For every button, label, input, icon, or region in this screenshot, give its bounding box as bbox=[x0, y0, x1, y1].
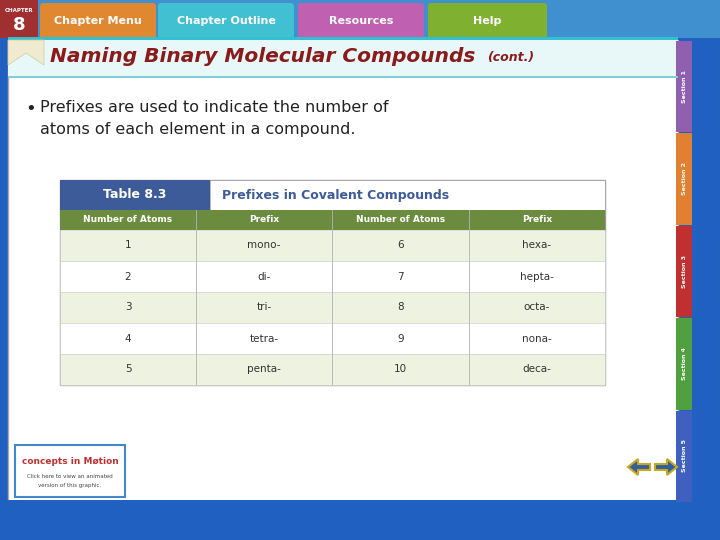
Text: (cont.): (cont.) bbox=[487, 51, 534, 64]
Text: Chapter Menu: Chapter Menu bbox=[54, 16, 142, 26]
Text: Table 8.3: Table 8.3 bbox=[103, 188, 167, 201]
Text: Prefix: Prefix bbox=[522, 215, 552, 225]
Text: 3: 3 bbox=[125, 302, 131, 313]
Text: Resources: Resources bbox=[329, 16, 393, 26]
FancyBboxPatch shape bbox=[158, 3, 294, 39]
Text: hepta-: hepta- bbox=[520, 272, 554, 281]
Polygon shape bbox=[655, 459, 677, 475]
Text: 7: 7 bbox=[397, 272, 404, 281]
Bar bbox=[60, 323, 605, 354]
Bar bbox=[210, 180, 605, 210]
Text: Chapter Outline: Chapter Outline bbox=[176, 16, 276, 26]
Text: 10: 10 bbox=[394, 364, 407, 375]
Bar bbox=[676, 226, 692, 317]
Text: 2: 2 bbox=[125, 272, 131, 281]
FancyBboxPatch shape bbox=[40, 3, 156, 39]
Text: version of this graphic.: version of this graphic. bbox=[38, 483, 102, 488]
Bar bbox=[8, 38, 678, 76]
Bar bbox=[676, 41, 692, 132]
Bar bbox=[60, 230, 605, 261]
Text: •: • bbox=[25, 100, 36, 118]
Bar bbox=[60, 292, 605, 323]
Bar bbox=[15, 445, 125, 497]
Bar bbox=[676, 410, 692, 502]
Bar bbox=[60, 261, 605, 292]
Bar bbox=[0, 500, 720, 540]
Text: Naming Binary Molecular Compounds: Naming Binary Molecular Compounds bbox=[50, 48, 475, 66]
Bar bbox=[60, 180, 210, 210]
Text: Help: Help bbox=[473, 16, 502, 26]
Bar bbox=[8, 37, 678, 40]
Text: deca-: deca- bbox=[523, 364, 552, 375]
Bar bbox=[8, 76, 678, 78]
Bar bbox=[8, 40, 678, 502]
Text: nona-: nona- bbox=[522, 334, 552, 343]
Text: penta-: penta- bbox=[247, 364, 281, 375]
Bar bbox=[60, 354, 605, 385]
Text: Click here to view an animated: Click here to view an animated bbox=[27, 475, 113, 480]
Text: Prefixes in Covalent Compounds: Prefixes in Covalent Compounds bbox=[222, 188, 449, 201]
Text: di-: di- bbox=[257, 272, 271, 281]
Bar bbox=[60, 210, 605, 230]
Text: Section 4: Section 4 bbox=[682, 347, 686, 380]
Text: Section 1: Section 1 bbox=[682, 70, 686, 103]
Text: Section 2: Section 2 bbox=[682, 162, 686, 195]
Text: Section 3: Section 3 bbox=[682, 254, 686, 287]
Bar bbox=[0, 0, 38, 38]
Text: tetra-: tetra- bbox=[249, 334, 279, 343]
Bar bbox=[0, 0, 720, 38]
Bar bbox=[676, 133, 692, 225]
Text: Number of Atoms: Number of Atoms bbox=[84, 215, 173, 225]
FancyBboxPatch shape bbox=[298, 3, 424, 39]
Text: Section 5: Section 5 bbox=[682, 440, 686, 472]
Text: 1: 1 bbox=[125, 240, 131, 251]
Text: 8: 8 bbox=[13, 16, 25, 34]
Text: Prefixes are used to indicate the number of
atoms of each element in a compound.: Prefixes are used to indicate the number… bbox=[40, 100, 389, 137]
Text: 4: 4 bbox=[125, 334, 131, 343]
Text: tri-: tri- bbox=[256, 302, 271, 313]
Text: concepts in Møtion: concepts in Møtion bbox=[22, 456, 118, 465]
Text: mono-: mono- bbox=[247, 240, 281, 251]
Polygon shape bbox=[628, 459, 650, 475]
Text: CHAPTER: CHAPTER bbox=[5, 8, 33, 12]
Polygon shape bbox=[8, 40, 44, 65]
Text: hexa-: hexa- bbox=[523, 240, 552, 251]
Bar bbox=[676, 318, 692, 410]
Bar bbox=[60, 180, 605, 385]
FancyBboxPatch shape bbox=[428, 3, 547, 39]
Text: 9: 9 bbox=[397, 334, 404, 343]
Text: Number of Atoms: Number of Atoms bbox=[356, 215, 445, 225]
Text: 8: 8 bbox=[397, 302, 404, 313]
Text: octa-: octa- bbox=[524, 302, 550, 313]
Text: 5: 5 bbox=[125, 364, 131, 375]
Text: Prefix: Prefix bbox=[249, 215, 279, 225]
Text: 6: 6 bbox=[397, 240, 404, 251]
